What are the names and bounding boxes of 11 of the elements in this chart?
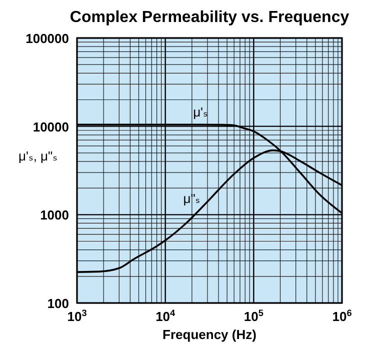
x-tick-label: 10$^{6}$ [332,308,352,324]
y-tick-label: 100 [47,296,69,311]
y-tick-label: 100000 [26,31,69,46]
y-tick-label: 1000 [40,208,69,223]
y-axis-title: μ'ₛ, μ"ₛ [18,148,58,164]
x-tick-label: 10$^{5}$ [244,308,264,324]
chart-title: Complex Permeability vs. Frequency [70,9,350,26]
x-axis-title: Frequency (Hz) [162,327,256,342]
y-tick-label: 10000 [32,119,69,134]
x-tick-label: 10$^{4}$ [156,308,176,324]
x-tick-label: 10$^{3}$ [67,308,87,324]
